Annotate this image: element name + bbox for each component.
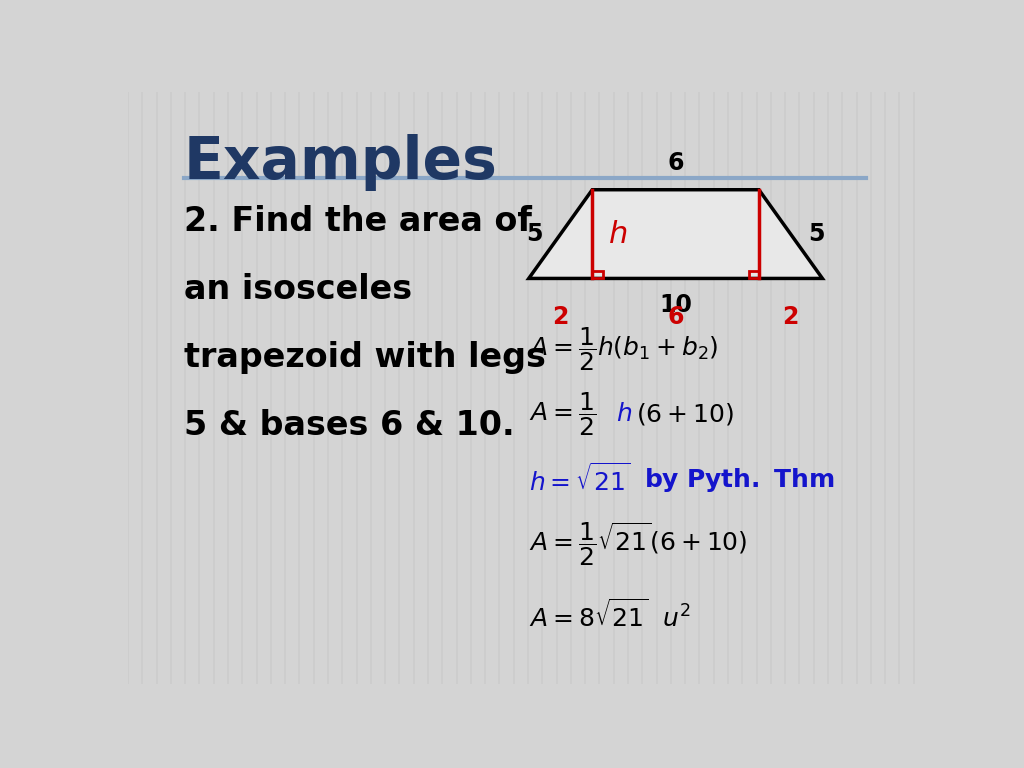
Text: $h = \sqrt{21}$: $h = \sqrt{21}$ [528, 463, 630, 496]
Text: Examples: Examples [183, 134, 498, 190]
Text: 2: 2 [782, 305, 799, 329]
Text: 2: 2 [552, 305, 568, 329]
Text: 2. Find the area of: 2. Find the area of [183, 204, 531, 237]
Text: an isosceles: an isosceles [183, 273, 412, 306]
Text: $\mathit{h}$: $\mathit{h}$ [608, 220, 628, 249]
Text: 10: 10 [659, 293, 692, 317]
Text: $h$: $h$ [616, 402, 632, 426]
Text: $A = \dfrac{1}{2}\sqrt{21}(6+10)$: $A = \dfrac{1}{2}\sqrt{21}(6+10)$ [528, 521, 748, 568]
Polygon shape [528, 190, 822, 279]
Text: 6: 6 [668, 305, 684, 329]
Text: 5: 5 [526, 222, 543, 246]
Text: trapezoid with legs: trapezoid with legs [183, 340, 546, 373]
Text: $(6+10)$: $(6+10)$ [636, 402, 733, 428]
Text: $A = 8\sqrt{21}\ \ u^2$: $A = 8\sqrt{21}\ \ u^2$ [528, 599, 691, 632]
Text: $A = \dfrac{1}{2}h(b_1 + b_2)$: $A = \dfrac{1}{2}h(b_1 + b_2)$ [528, 326, 718, 373]
Text: 5 & bases 6 & 10.: 5 & bases 6 & 10. [183, 409, 514, 442]
Text: 6: 6 [668, 151, 684, 175]
Text: $\mathbf{by\ Pyth.\ Thm}$: $\mathbf{by\ Pyth.\ Thm}$ [644, 465, 835, 494]
Text: 5: 5 [808, 222, 824, 246]
Text: $A = \dfrac{1}{2}$: $A = \dfrac{1}{2}$ [528, 391, 596, 439]
